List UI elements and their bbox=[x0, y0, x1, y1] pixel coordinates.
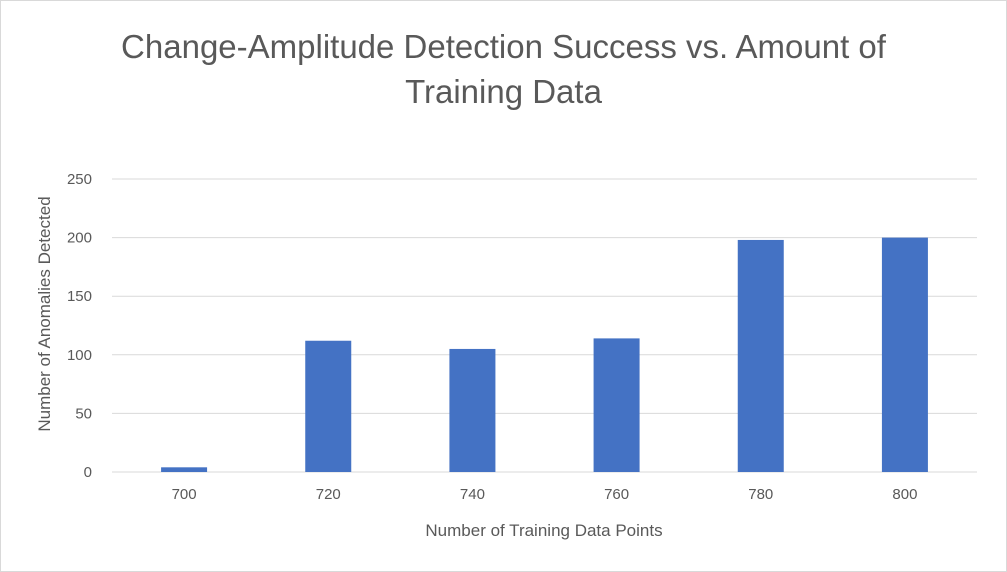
chart-title: Change-Amplitude Detection Success vs. A… bbox=[0, 24, 1007, 114]
bar-780 bbox=[737, 239, 784, 472]
y-tick-label: 0 bbox=[84, 464, 92, 481]
x-tick-label: 700 bbox=[172, 486, 197, 503]
y-tick-label: 100 bbox=[67, 347, 92, 364]
bar-760 bbox=[593, 338, 640, 472]
x-tick-label: 760 bbox=[604, 486, 629, 503]
x-tick-label: 740 bbox=[460, 486, 485, 503]
chart-title-line-1: Change-Amplitude Detection Success vs. A… bbox=[121, 28, 886, 65]
x-tick-label: 780 bbox=[748, 486, 773, 503]
y-tick-labels: 0 50 100 150 200 250 bbox=[67, 171, 92, 481]
y-tick-label: 250 bbox=[67, 171, 92, 188]
y-tick-label: 200 bbox=[67, 230, 92, 247]
x-tick-labels: 700 720 740 760 780 800 bbox=[172, 486, 918, 503]
chart-title-line-2: Training Data bbox=[405, 73, 602, 110]
bar-740 bbox=[449, 348, 496, 472]
y-tick-label: 150 bbox=[67, 288, 92, 305]
x-tick-label: 800 bbox=[892, 486, 917, 503]
bar-720 bbox=[305, 340, 352, 472]
bars bbox=[161, 237, 928, 472]
x-axis-label: Number of Training Data Points bbox=[425, 521, 662, 540]
y-axis-label: Number of Anomalies Detected bbox=[35, 196, 54, 431]
x-tick-label: 720 bbox=[316, 486, 341, 503]
y-tick-label: 50 bbox=[75, 405, 92, 422]
bar-800 bbox=[881, 237, 928, 472]
gridlines bbox=[112, 178, 977, 473]
bar-700 bbox=[161, 467, 208, 472]
